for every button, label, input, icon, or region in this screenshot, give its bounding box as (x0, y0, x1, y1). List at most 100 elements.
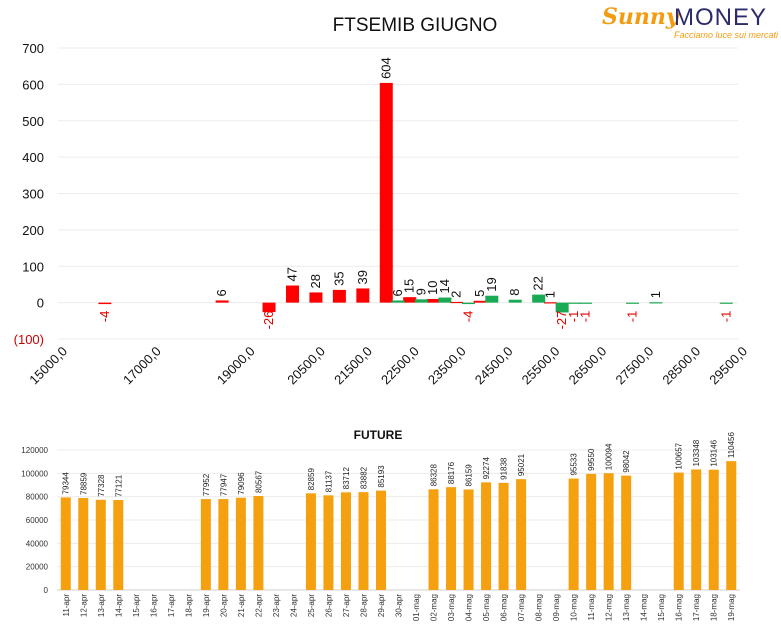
data-label: 86328 (430, 463, 439, 486)
data-label: 15 (402, 279, 417, 293)
y-tick-label: 80000 (26, 493, 49, 502)
data-label: 98042 (622, 450, 631, 473)
bar (305, 493, 316, 590)
x-tick-label: 15-apr (132, 594, 141, 617)
y-tick-label: (100) (14, 332, 44, 347)
data-label: 82859 (307, 468, 316, 491)
bar (438, 297, 452, 303)
data-label: 28 (308, 274, 323, 288)
data-label: 78859 (79, 472, 88, 495)
x-tick-label: 17000,0 (120, 344, 164, 388)
data-label: 35 (331, 271, 346, 285)
x-tick-label: 27-apr (342, 594, 351, 617)
x-tick-label: 23500,0 (425, 344, 469, 388)
x-tick-label: 16-mag (675, 594, 684, 621)
data-label: -4 (460, 311, 475, 323)
data-label: 10 (425, 281, 440, 295)
bar (450, 301, 464, 304)
data-label: -1 (566, 311, 581, 323)
x-tick-label: 05-mag (482, 594, 491, 621)
data-label: 100094 (605, 443, 614, 470)
x-tick-label: 19-mag (727, 594, 736, 621)
data-label: -1 (718, 311, 733, 323)
data-label: 2 (449, 291, 464, 298)
bar (60, 497, 71, 590)
data-label: 85193 (377, 465, 386, 488)
x-tick-label: 13-apr (97, 594, 106, 617)
x-tick-label: 17-mag (692, 594, 701, 621)
y-tick-label: 400 (22, 150, 44, 165)
data-label: 110456 (727, 431, 736, 458)
data-label: 19 (484, 277, 499, 291)
data-label: -27 (554, 311, 569, 330)
data-label: 99550 (587, 448, 596, 471)
data-label: 95533 (570, 453, 579, 476)
bar (285, 285, 299, 303)
x-tick-label: 26500,0 (566, 344, 610, 388)
x-tick-label: 15-mag (657, 594, 666, 621)
data-label: 79096 (237, 472, 246, 495)
data-label: 103348 (692, 439, 701, 466)
data-label: 86159 (465, 464, 474, 487)
bar (426, 298, 440, 303)
bar (568, 478, 579, 590)
data-label: 79344 (62, 472, 71, 495)
x-tick-label: 16-apr (149, 594, 158, 617)
bar (375, 490, 386, 590)
ftsemib-chart: FTSEMIB GIUGNO (100) 0 100 200 300 400 500 600 7… (14, 15, 750, 388)
data-label: 100657 (675, 442, 684, 469)
x-tick-label: 24-apr (289, 594, 298, 617)
logo-tagline: Facciamo luce sui mercati (674, 30, 779, 40)
x-tick-label: 21-apr (237, 594, 246, 617)
x-tick-label: 12-mag (605, 594, 614, 621)
data-label: 77947 (219, 473, 228, 496)
data-label: 77121 (114, 474, 123, 497)
y-tick-label: 40000 (26, 539, 49, 548)
y-tick-label: 100000 (21, 469, 48, 478)
x-tick-label: 18-apr (184, 594, 193, 617)
y-tick-label: 60000 (26, 516, 49, 525)
bar (253, 496, 264, 590)
bar (463, 489, 474, 590)
y-tick-label: 0 (44, 586, 49, 595)
data-label: 91838 (500, 457, 509, 480)
bar (481, 482, 492, 590)
bar (356, 288, 370, 303)
data-label: 6 (214, 289, 229, 296)
x-tick-label: 19000,0 (214, 344, 258, 388)
x-tick-label: 27500,0 (612, 344, 656, 388)
x-tick-label: 30-apr (395, 594, 404, 617)
data-label: -1 (624, 311, 639, 323)
bar (78, 497, 89, 590)
bar (309, 292, 323, 303)
y-tick-label: 100 (22, 259, 44, 274)
x-tick-label: 08-mag (535, 594, 544, 621)
data-label: 14 (437, 279, 452, 293)
bar (516, 479, 527, 590)
data-label: 22 (531, 276, 546, 290)
x-tick-label: 25500,0 (519, 344, 563, 388)
x-tick-label: 17-apr (167, 594, 176, 617)
data-label: -4 (97, 311, 112, 323)
logo-brand-left: Sunny (602, 4, 679, 30)
y-tick-label: 0 (37, 296, 44, 311)
x-tick-label: 11-mag (587, 594, 596, 621)
data-label: 1 (648, 291, 663, 298)
bar (200, 499, 211, 590)
x-tick-label: 28500,0 (659, 344, 703, 388)
x-tick-label: 26-apr (324, 594, 333, 617)
bar (532, 294, 546, 303)
data-label: 47 (284, 267, 299, 281)
bar (446, 487, 457, 590)
bar (95, 499, 106, 590)
data-label: 5 (472, 290, 487, 297)
data-label: -1 (578, 311, 593, 323)
y-tick-label: 20000 (26, 563, 49, 572)
data-label: 92274 (482, 457, 491, 480)
bar (262, 302, 276, 313)
x-tick-label: 20-apr (219, 594, 228, 617)
bar (473, 300, 487, 303)
bar (508, 299, 522, 303)
x-tick-label: 06-mag (500, 594, 509, 621)
bar (691, 469, 702, 590)
